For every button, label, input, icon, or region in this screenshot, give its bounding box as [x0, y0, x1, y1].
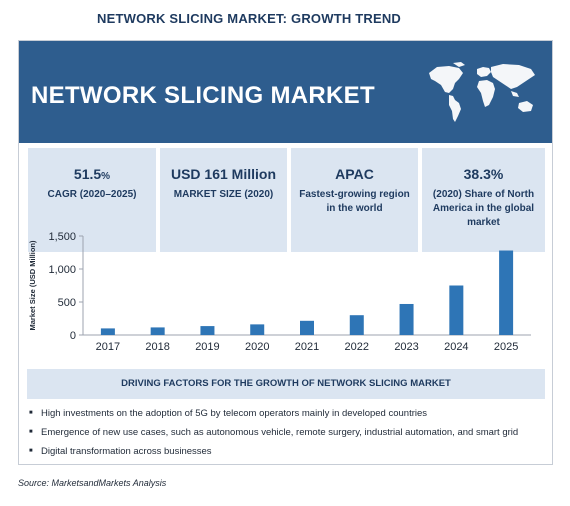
x-tick-label: 2022: [345, 341, 369, 353]
x-tick-label: 2023: [394, 341, 418, 353]
y-tick-label: 1,000: [48, 264, 76, 276]
list-item: High investments on the adoption of 5G b…: [27, 404, 547, 423]
y-tick-label: 500: [58, 297, 76, 309]
bar: [200, 326, 215, 335]
bar: [150, 327, 165, 335]
source-note: Source: MarketsandMarkets Analysis: [18, 478, 167, 488]
x-tick-label: 2021: [295, 341, 319, 353]
stat-cagr: 51.5% CAGR (2020–2025): [28, 148, 156, 252]
bar-chart: 0 500 1,000 1,500 Market Size (USD Million) 2…: [28, 231, 531, 353]
bar: [499, 250, 514, 335]
x-tick-label: 2024: [444, 341, 468, 353]
stat-value: 38.3%: [463, 166, 504, 182]
bar: [100, 328, 115, 335]
page-title: NETWORK SLICING MARKET: GROWTH TREND: [97, 11, 402, 26]
world-map-icon: [429, 62, 535, 122]
stat-value: 51.5%: [73, 166, 111, 182]
bar: [250, 324, 265, 335]
infographic-frame: NETWORK SLICING MARKET 51.5% CAGR (: [18, 40, 553, 465]
x-tick-label: 2025: [494, 341, 518, 353]
bar: [349, 315, 364, 335]
stat-value: APAC: [335, 166, 374, 182]
list-item: Digital transformation across businesses: [27, 442, 547, 461]
y-tick-label: 0: [70, 330, 76, 342]
y-tick-label: 1,500: [48, 231, 76, 243]
banner: NETWORK SLICING MARKET: [19, 41, 552, 143]
driving-factors-list: High investments on the adoption of 5G b…: [27, 404, 547, 461]
stat-value: USD 161 Million: [170, 166, 277, 182]
bar: [449, 285, 464, 335]
y-axis-label: Market Size (USD Million): [28, 240, 37, 331]
banner-title: NETWORK SLICING MARKET: [31, 82, 375, 109]
stat-market-size: USD 161 Million MARKET SIZE (2020): [160, 148, 287, 252]
x-tick-label: 2018: [145, 341, 169, 353]
stat-label: CAGR (2020–2025): [47, 189, 137, 200]
x-tick-label: 2020: [245, 341, 269, 353]
driving-factors-heading: DRIVING FACTORS FOR THE GROWTH OF NETWOR…: [27, 369, 545, 399]
stat-north-america-share: 38.3% (2020) Share of North America in t…: [422, 148, 545, 252]
stat-label: MARKET SIZE (2020): [173, 189, 274, 200]
x-tick-label: 2019: [195, 341, 219, 353]
bar: [399, 303, 414, 335]
stat-label: Fastest-growing region in the world: [299, 189, 410, 214]
stat-label: (2020) Share of North America in the glo…: [432, 189, 535, 228]
x-tick-label: 2017: [96, 341, 120, 353]
list-item: Emergence of new use cases, such as auto…: [27, 423, 547, 442]
bar: [300, 320, 314, 335]
stat-fastest-region: APAC Fastest-growing region in the world: [291, 148, 418, 252]
